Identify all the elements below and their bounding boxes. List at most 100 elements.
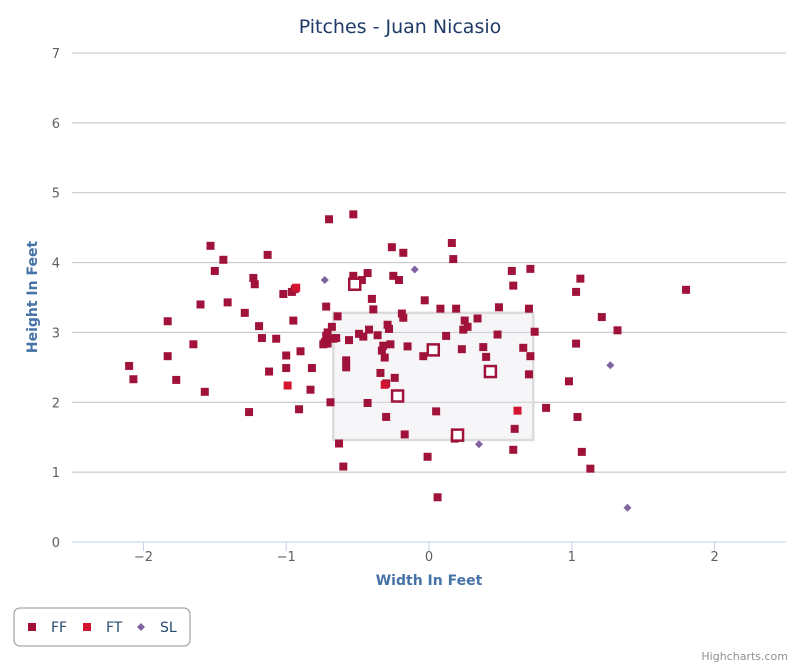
point-ff xyxy=(510,424,519,433)
point-ff xyxy=(493,330,502,339)
point-ff xyxy=(473,314,482,323)
point-highlighted xyxy=(483,364,498,379)
point-ff xyxy=(325,215,334,224)
point-ff xyxy=(323,328,332,337)
point-ff xyxy=(332,334,341,343)
point-ff xyxy=(399,313,408,322)
point-ff xyxy=(494,303,503,312)
y-tick-label: 1 xyxy=(52,466,60,481)
point-ff xyxy=(613,326,622,335)
point-ff xyxy=(279,290,288,299)
legend-label-ff[interactable]: FF xyxy=(51,620,67,636)
point-ff xyxy=(345,336,354,345)
x-tick-label: −1 xyxy=(277,550,296,565)
point-ff xyxy=(389,271,398,280)
point-ff xyxy=(542,403,551,412)
point-ff xyxy=(383,320,392,329)
point-ff xyxy=(367,294,376,303)
data-points xyxy=(125,210,691,512)
legend-box xyxy=(13,607,191,647)
point-ff xyxy=(419,352,428,361)
point-ff xyxy=(349,271,358,280)
y-tick-label: 3 xyxy=(52,326,60,341)
point-ff xyxy=(395,276,404,285)
point-ff xyxy=(349,210,358,219)
point-ff xyxy=(363,398,372,407)
point-ff xyxy=(263,250,272,259)
y-tick-label: 2 xyxy=(52,396,60,411)
point-sl xyxy=(606,361,615,370)
point-ff xyxy=(577,447,586,456)
point-ff xyxy=(507,266,516,275)
point-sl xyxy=(474,440,483,449)
point-ff xyxy=(365,325,374,334)
point-sl xyxy=(320,276,329,285)
point-ff xyxy=(272,334,281,343)
point-ff xyxy=(572,287,581,296)
point-ff xyxy=(282,364,291,373)
credits-label: Highcharts.com xyxy=(701,650,788,663)
point-ff xyxy=(452,304,461,313)
point-ff xyxy=(479,343,488,352)
point-ff xyxy=(576,274,585,283)
point-ff xyxy=(526,264,535,273)
point-ff xyxy=(530,327,539,336)
legend-label-sl[interactable]: SL xyxy=(160,620,177,636)
point-ff xyxy=(163,352,172,361)
x-axis-title: Width In Feet xyxy=(376,573,483,589)
point-ff xyxy=(482,352,491,361)
point-ff xyxy=(172,375,181,384)
point-ff xyxy=(125,361,134,370)
point-ff xyxy=(240,308,249,317)
point-ff xyxy=(282,351,291,360)
point-ft xyxy=(513,406,522,415)
point-highlighted xyxy=(347,277,362,291)
point-ff xyxy=(433,493,442,502)
tick-labels: 0 1 2 3 4 5 6 7 −2 −1 0 1 2 xyxy=(52,47,719,565)
chart-title: Pitches - Juan Nicasio xyxy=(299,16,502,38)
point-ff xyxy=(307,364,316,373)
point-ff xyxy=(250,280,259,289)
point-ff xyxy=(524,304,533,313)
point-ff xyxy=(524,370,533,379)
point-ff xyxy=(129,375,138,384)
point-ff xyxy=(295,405,304,414)
point-ff xyxy=(379,341,388,350)
point-ff xyxy=(333,312,342,321)
point-ff xyxy=(210,266,219,275)
point-ff xyxy=(342,356,351,365)
point-ff xyxy=(335,439,344,448)
x-tick-label: 2 xyxy=(710,550,718,565)
point-highlighted xyxy=(450,428,465,442)
point-ff xyxy=(289,316,298,325)
point-ff xyxy=(420,296,429,305)
point-ff xyxy=(390,373,399,382)
point-ff xyxy=(265,367,274,376)
point-ff xyxy=(586,464,595,473)
point-ff xyxy=(423,452,432,461)
point-ff xyxy=(189,340,198,349)
point-ff xyxy=(206,241,215,250)
point-ff xyxy=(463,322,472,331)
point-ff xyxy=(257,334,266,343)
point-ff xyxy=(245,408,254,417)
point-ff xyxy=(459,325,468,334)
point-ff xyxy=(200,387,209,396)
point-ff xyxy=(339,462,348,471)
point-ff xyxy=(382,412,391,421)
point-ff xyxy=(403,342,412,351)
point-ff xyxy=(326,398,335,407)
point-ft xyxy=(292,283,301,292)
point-ff xyxy=(399,248,408,257)
legend-marker-ff xyxy=(28,623,36,631)
point-ff xyxy=(223,298,232,307)
legend-label-ft[interactable]: FT xyxy=(106,620,123,636)
point-ff xyxy=(397,309,406,318)
point-ff xyxy=(196,300,205,309)
point-highlighted xyxy=(426,343,441,357)
legend-marker-ft xyxy=(83,623,91,631)
point-ff xyxy=(526,352,535,361)
point-ff xyxy=(460,316,469,325)
gridlines xyxy=(72,52,786,551)
